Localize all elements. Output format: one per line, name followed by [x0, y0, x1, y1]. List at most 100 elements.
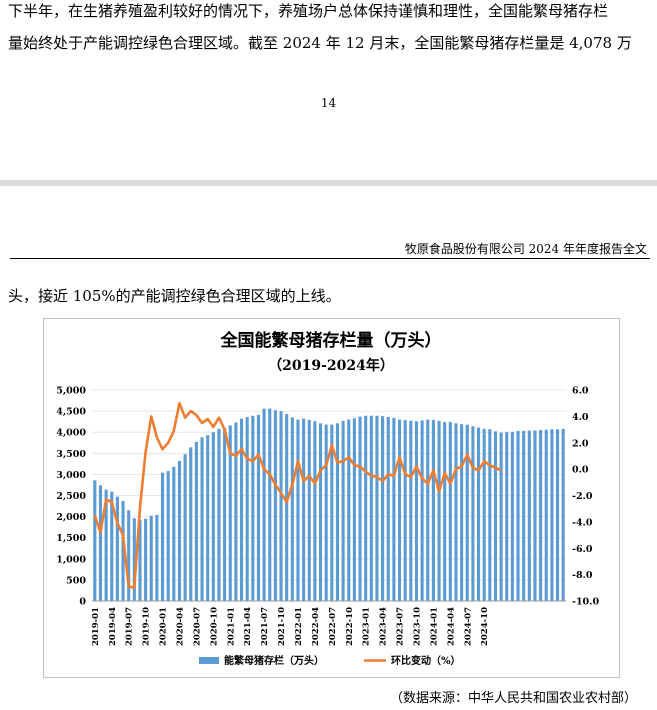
bar: [369, 415, 373, 601]
bar: [544, 429, 548, 601]
bar: [98, 485, 103, 601]
x-tick-label: 2022-07: [328, 607, 338, 646]
y-right-tick-label: -8.0: [572, 570, 593, 581]
sow-inventory-chart: 全国能繁母猪存栏量（万头） （2019-2024年） 0 500 1,000 1,50…: [56, 330, 599, 667]
page-header: 牧原食品股份有限公司 2024 年年度报告全文: [404, 242, 647, 256]
y-right-tick-label: -2.0: [572, 491, 593, 502]
bar: [138, 519, 142, 601]
x-tick-label: 2019-01: [91, 607, 101, 646]
bar: [155, 514, 159, 601]
bar: [290, 417, 294, 601]
bar: [448, 422, 452, 601]
bar: [392, 417, 396, 601]
y-left-tick-label: 2,000: [56, 512, 86, 523]
bar: [239, 418, 244, 601]
bar: [177, 460, 182, 601]
bar: [488, 429, 492, 601]
bar: [324, 424, 328, 601]
x-tick-label: 2021-07: [260, 607, 270, 646]
bar: [420, 420, 424, 601]
x-tick-label: 2023-07: [396, 607, 406, 646]
bar: [245, 417, 249, 601]
bar: [313, 421, 317, 601]
x-tick-label: 2020-10: [209, 607, 219, 646]
bar: [426, 419, 430, 601]
bar: [364, 415, 368, 601]
y-right-tick-label: 6.0: [572, 386, 589, 397]
bar: [443, 422, 447, 601]
bar: [510, 431, 514, 601]
bar: [471, 426, 475, 601]
bar: [476, 427, 481, 601]
bar: [358, 416, 362, 601]
bar: [505, 432, 509, 601]
bar: [172, 466, 176, 601]
legend-label-bars: 能繁母猪存栏（万头）: [224, 654, 324, 667]
x-tick-label: 2023-01: [362, 607, 372, 646]
y-right-tick-label: 0.0: [572, 465, 589, 476]
y-left-tick-label: 1,000: [56, 554, 86, 565]
bar: [262, 408, 266, 601]
paragraph-continuation: 头，接近 105%的产能调控绿色合理区域的上线。: [8, 287, 341, 305]
bar: [499, 432, 503, 601]
x-tick-label: 2023-04: [379, 607, 389, 646]
x-tick-label: 2020-07: [192, 607, 202, 646]
bar: [318, 423, 323, 601]
x-tick-label: 2020-04: [175, 607, 185, 646]
x-tick-label: 2024-10: [480, 607, 490, 646]
page-separator: [0, 180, 657, 186]
page-number: 14: [320, 96, 337, 110]
bar: [493, 431, 498, 601]
bar: [183, 454, 187, 601]
bar: [465, 424, 469, 601]
legend-swatch-bars: [199, 657, 219, 664]
x-tick-label: 2022-04: [311, 607, 321, 646]
chart-axes: 0 500 1,000 1,500 2,000 2,500 3,000 3,500 4,000 4…: [56, 386, 599, 647]
bar: [550, 429, 554, 601]
y-right-tick-label: 2.0: [572, 438, 589, 449]
x-tick-label: 2019-10: [142, 607, 152, 646]
bar: [386, 417, 390, 601]
bar: [121, 500, 125, 601]
bar: [555, 429, 560, 601]
bar: [347, 419, 351, 601]
chart-legend: 能繁母猪存栏（万头） 环比变动（%）: [199, 654, 461, 667]
bar: [200, 437, 204, 601]
bar: [104, 489, 108, 601]
x-tick-label: 2024-04: [446, 607, 456, 646]
bar: [189, 447, 193, 601]
bar: [414, 421, 419, 601]
change-line: [93, 401, 502, 590]
y-right-tick-label: 4.0: [572, 412, 589, 423]
y-left-tick-label: 500: [66, 575, 86, 586]
bar: [256, 414, 261, 601]
y-left-tick-label: 2,500: [56, 491, 86, 502]
bar: [403, 419, 407, 601]
y-left-tick-label: 0: [79, 597, 86, 608]
bar: [302, 418, 306, 601]
bar: [160, 472, 165, 601]
bar: [251, 415, 255, 601]
x-tick-label: 2021-01: [226, 607, 236, 646]
chart-frame: 全国能繁母猪存栏量（万头） （2019-2024年） 0 500 1,000 1,50…: [43, 318, 620, 678]
y-left-tick-label: 3,500: [56, 449, 86, 460]
bar: [268, 408, 272, 601]
bar: [234, 422, 238, 601]
y-right-tick-label: -4.0: [572, 517, 593, 528]
bar: [144, 518, 148, 601]
y-left-tick-label: 3,000: [56, 470, 86, 481]
bar: [454, 423, 458, 601]
bar: [330, 424, 334, 601]
bar: [516, 430, 520, 601]
bar: [296, 419, 300, 601]
bar: [149, 515, 153, 601]
x-tick-label: 2023-10: [412, 607, 422, 646]
bar: [561, 428, 565, 601]
bar: [279, 411, 283, 601]
legend-label-line: 环比变动（%）: [391, 654, 461, 667]
bar: [335, 423, 340, 601]
bar: [206, 435, 210, 601]
x-tick-label: 2019-07: [125, 607, 135, 646]
source-note: （数据来源：中华人民共和国农业农村部）: [389, 691, 637, 706]
bar: [110, 491, 114, 601]
